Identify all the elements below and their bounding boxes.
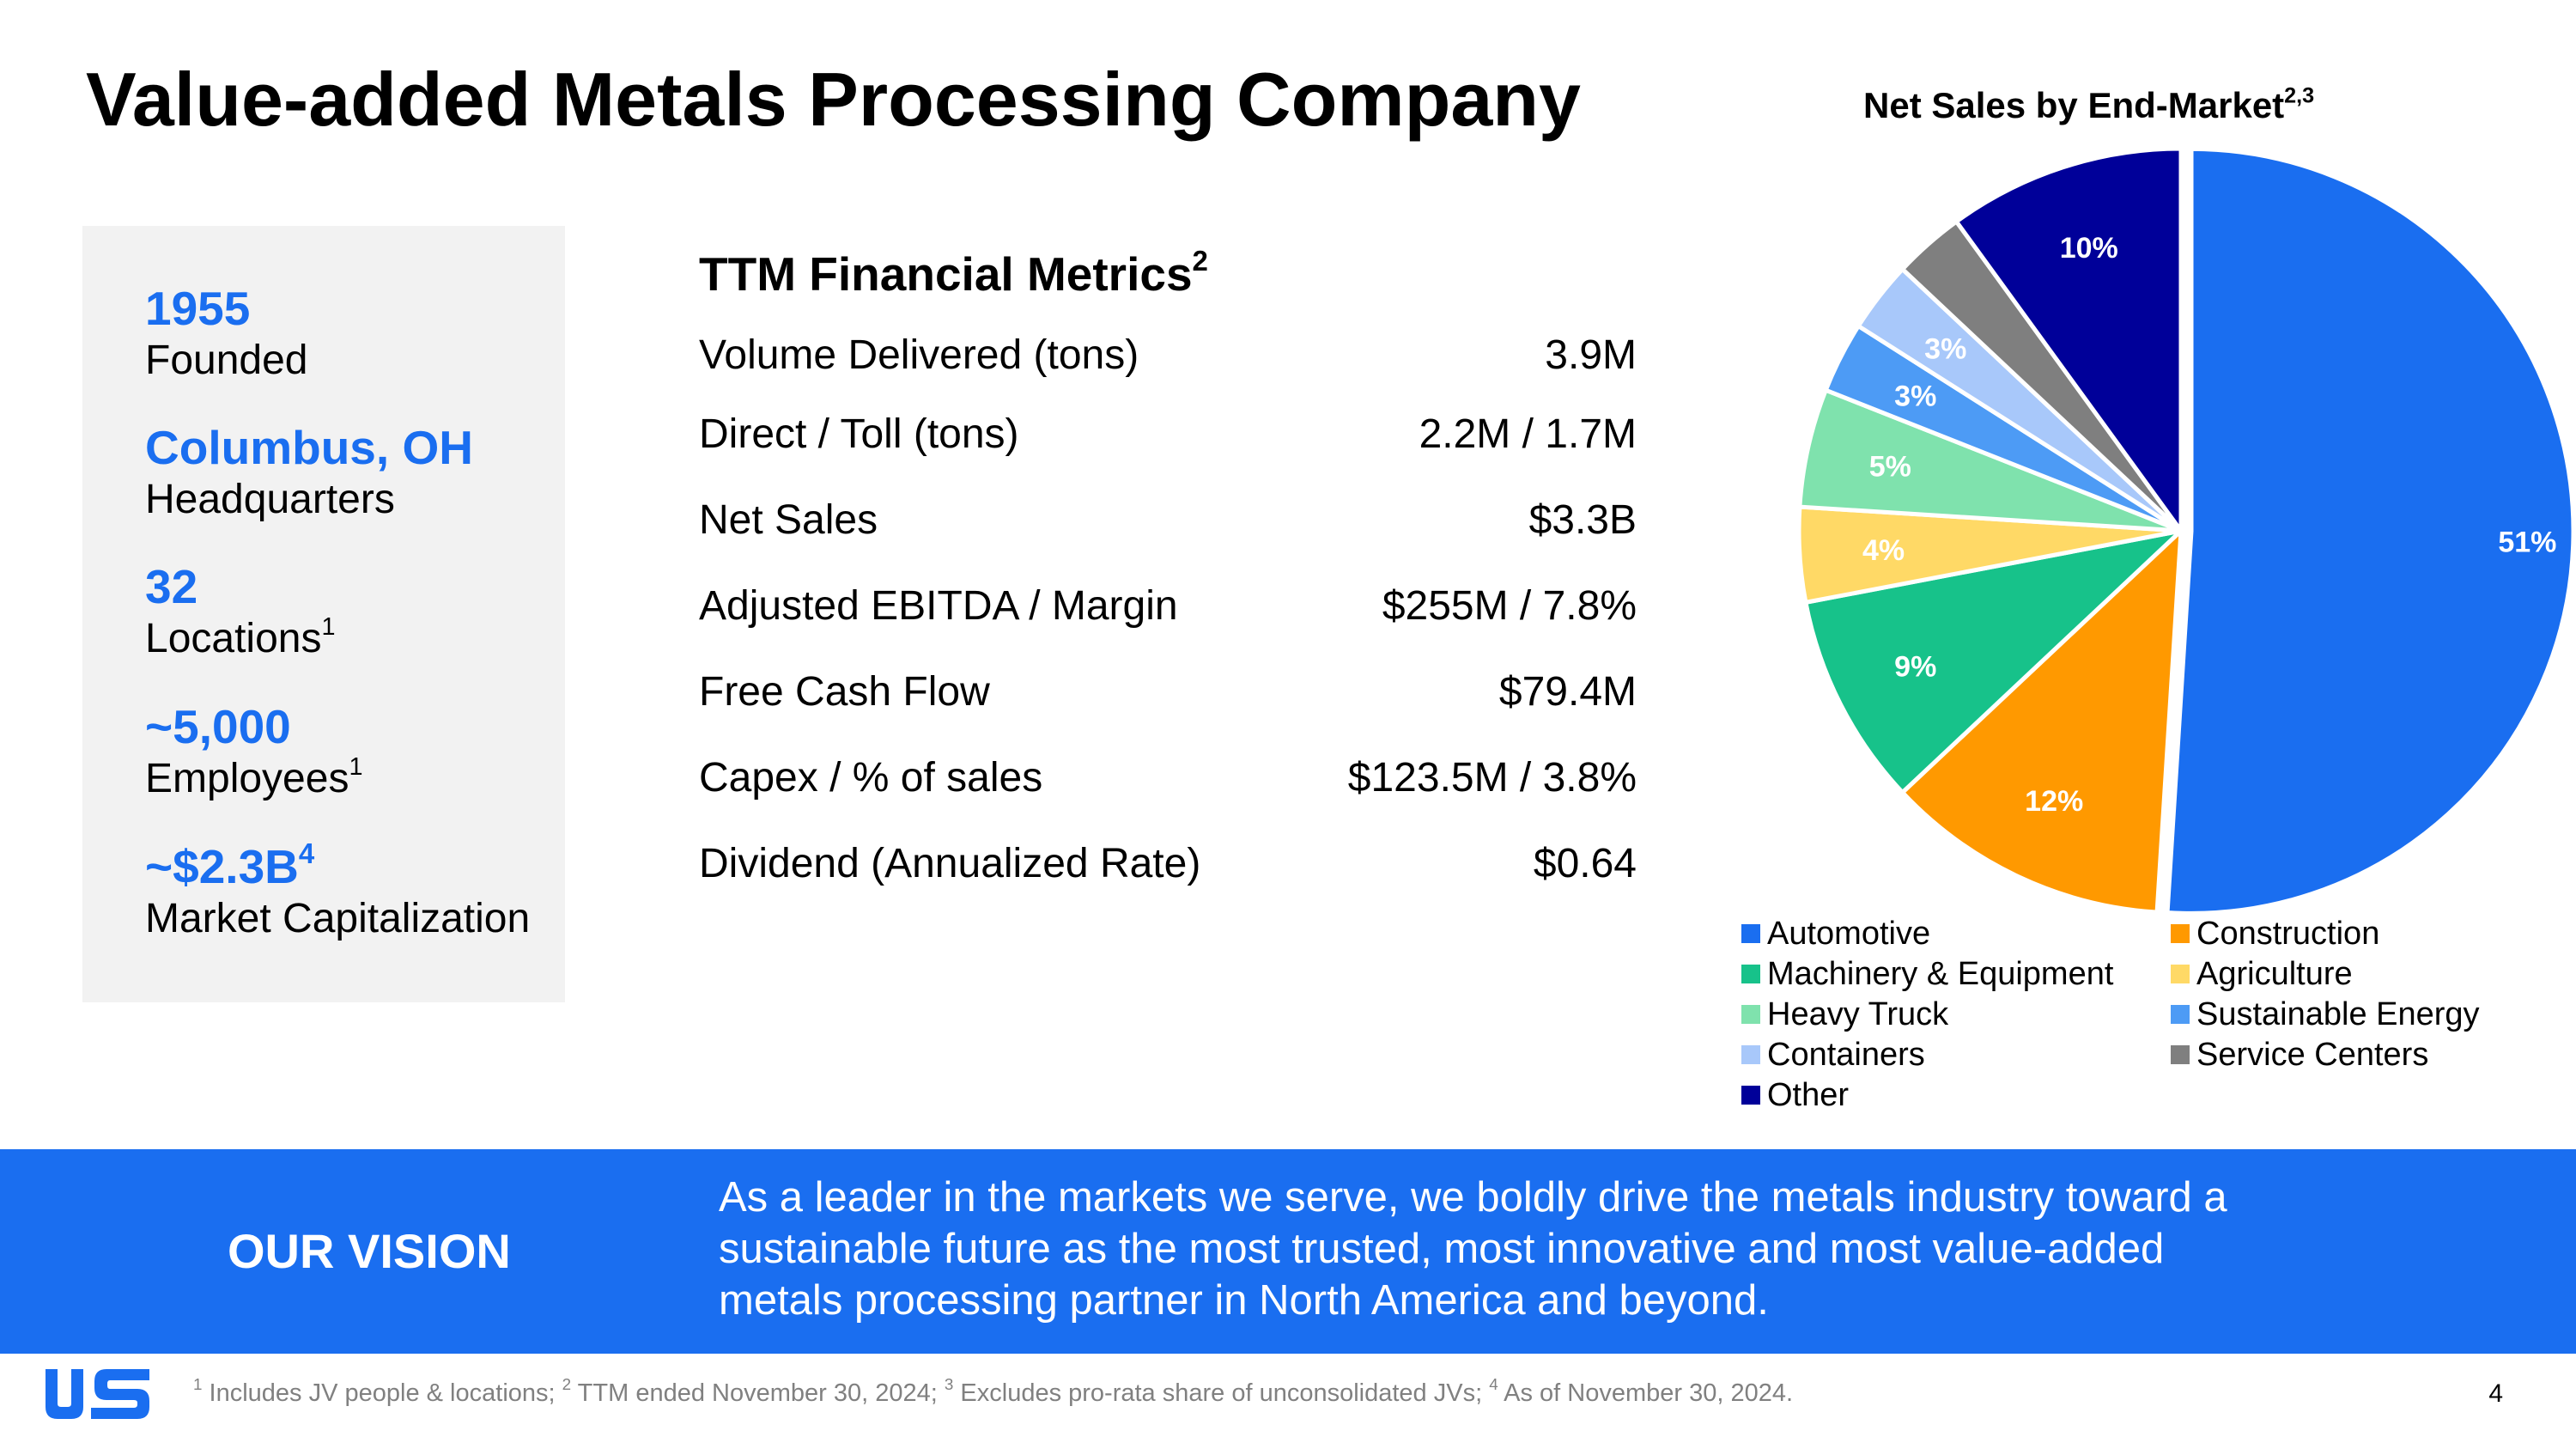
- metric-label: Volume Delivered (tons): [699, 332, 1139, 378]
- fact-value: Columbus, OH: [145, 421, 473, 474]
- legend-label: Service Centers: [2196, 1037, 2429, 1073]
- metric-value: $79.4M: [1498, 668, 1637, 715]
- fact-label: Headquarters: [145, 477, 395, 523]
- legend-swatch: [2171, 924, 2190, 943]
- metric-row: Free Cash Flow $79.4M: [699, 661, 1637, 721]
- fact-label: Market Capitalization: [145, 896, 531, 942]
- legend-swatch: [1741, 1045, 1760, 1064]
- page-title: Value-added Metals Processing Company: [86, 57, 1581, 142]
- pie-slice-automotive: [2165, 146, 2576, 916]
- vision-label: OUR VISION: [228, 1224, 511, 1278]
- fact-founded: 1955 Founded: [145, 282, 308, 386]
- legend-item: Heavy Truck: [1741, 998, 1948, 1031]
- vision-banner: OUR VISION As a leader in the markets we…: [0, 1149, 2576, 1354]
- pie-data-label: 12%: [2025, 785, 2083, 818]
- fact-value: ~5,000: [145, 700, 291, 753]
- metric-row: Direct / Toll (tons) 2.2M / 1.7M: [699, 404, 1637, 464]
- legend-swatch: [2171, 1005, 2190, 1024]
- pie-data-label: 3%: [1894, 380, 1936, 412]
- chart-title: Net Sales by End-Market2,3: [1863, 83, 2315, 125]
- metric-row: Net Sales $3.3B: [699, 490, 1637, 550]
- legend-label: Heavy Truck: [1767, 996, 1949, 1032]
- footnotes: 1 Includes JV people & locations; 2 TTM …: [193, 1374, 1794, 1407]
- pie-data-label: 51%: [2498, 527, 2556, 559]
- fact-value: 1955: [145, 282, 251, 335]
- legend-swatch: [1741, 965, 1760, 983]
- fact-label: Founded: [145, 338, 308, 384]
- legend-item: Construction: [2171, 917, 2379, 950]
- legend-item: Agriculture: [2171, 958, 2353, 990]
- legend-swatch: [1741, 1086, 1760, 1105]
- legend-label: Other: [1767, 1077, 1850, 1113]
- metric-row: Volume Delivered (tons) 3.9M: [699, 325, 1637, 385]
- fact-market-cap: ~$2.3B4 Market Capitalization: [145, 837, 531, 944]
- metric-value: $3.3B: [1528, 496, 1637, 543]
- fact-locations: 32 Locations1: [145, 560, 336, 664]
- net-sales-pie-chart: 51% 12% 9% 4% 5% 3% 3% 10%: [1796, 146, 2576, 916]
- metric-value: $123.5M / 3.8%: [1347, 754, 1637, 801]
- legend-label: Construction: [2196, 916, 2380, 952]
- legend-label: Containers: [1767, 1037, 1925, 1073]
- metric-value: $255M / 7.8%: [1382, 582, 1637, 629]
- fact-value: 32: [145, 560, 198, 613]
- fact-value: ~$2.3B4: [145, 837, 315, 893]
- legend-swatch: [2171, 965, 2190, 983]
- legend-label: Agriculture: [2196, 956, 2353, 992]
- legend-swatch: [1741, 924, 1760, 943]
- fact-headquarters: Columbus, OH Headquarters: [145, 421, 473, 525]
- metric-label: Direct / Toll (tons): [699, 411, 1019, 457]
- fact-employees: ~5,000 Employees1: [145, 700, 362, 804]
- metric-value: $0.64: [1533, 840, 1637, 886]
- fact-label: Employees1: [145, 753, 363, 802]
- legend-item: Containers: [1741, 1038, 1925, 1071]
- legend-label: Machinery & Equipment: [1767, 956, 2114, 992]
- metric-label: Free Cash Flow: [699, 668, 990, 715]
- legend-item: Automotive: [1741, 917, 1930, 950]
- pie-slice-other: [1953, 146, 2184, 538]
- metric-label: Dividend (Annualized Rate): [699, 840, 1201, 886]
- company-logo-icon: [46, 1369, 149, 1419]
- pie-data-label: 4%: [1862, 534, 1905, 567]
- pie-slice-construction: [1899, 525, 2184, 915]
- company-facts-panel: 1955 Founded Columbus, OH Headquarters 3…: [82, 226, 565, 1002]
- pie-slice-machinery-equipment: [1802, 527, 2188, 796]
- page-number: 4: [2488, 1379, 2503, 1408]
- pie-data-label: 9%: [1894, 651, 1936, 684]
- metric-label: Capex / % of sales: [699, 754, 1043, 801]
- legend-item: Service Centers: [2171, 1038, 2428, 1071]
- metric-value: 3.9M: [1545, 332, 1637, 378]
- legend-item: Sustainable Energy: [2171, 998, 2480, 1031]
- pie-data-label: 5%: [1869, 450, 1911, 483]
- legend-label: Automotive: [1767, 916, 1931, 952]
- legend-item: Other: [1741, 1079, 1849, 1111]
- fact-label: Locations1: [145, 613, 336, 662]
- legend-item: Machinery & Equipment: [1741, 958, 2113, 990]
- pie-data-label: 10%: [2060, 232, 2118, 265]
- metric-row: Adjusted EBITDA / Margin $255M / 7.8%: [699, 575, 1637, 636]
- metric-row: Dividend (Annualized Rate) $0.64: [699, 833, 1637, 893]
- metrics-title: TTM Financial Metrics2: [699, 244, 1208, 301]
- legend-swatch: [1741, 1005, 1760, 1024]
- legend-swatch: [2171, 1045, 2190, 1064]
- metric-value: 2.2M / 1.7M: [1419, 411, 1637, 457]
- legend-label: Sustainable Energy: [2196, 996, 2480, 1032]
- metric-label: Net Sales: [699, 496, 878, 543]
- metric-label: Adjusted EBITDA / Margin: [699, 582, 1178, 629]
- vision-statement: As a leader in the markets we serve, we …: [719, 1174, 2227, 1324]
- metric-row: Capex / % of sales $123.5M / 3.8%: [699, 747, 1637, 807]
- pie-data-label: 3%: [1924, 332, 1966, 365]
